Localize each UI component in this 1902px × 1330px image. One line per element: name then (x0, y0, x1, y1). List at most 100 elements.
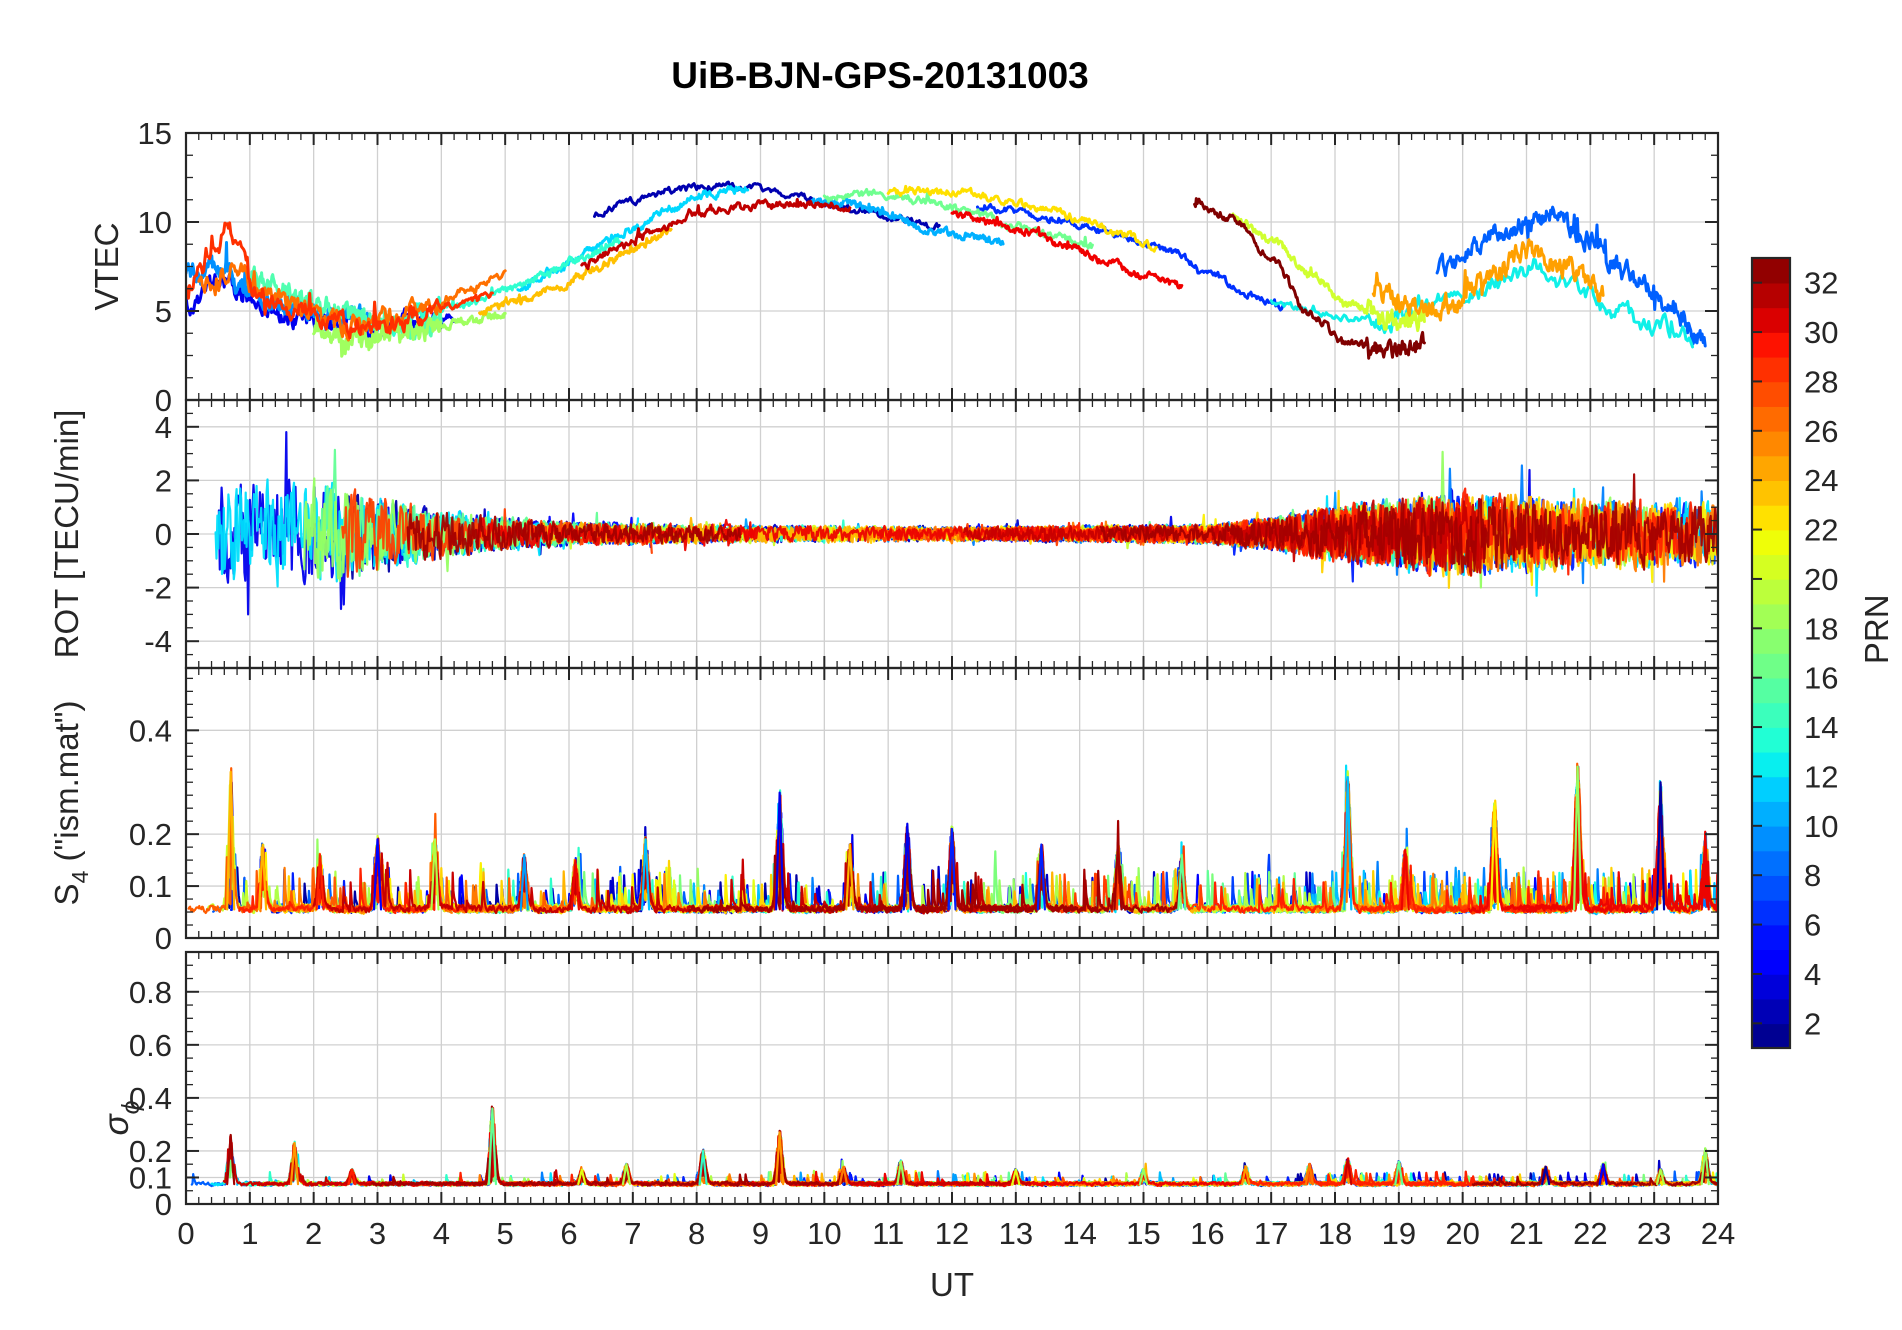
vtec-line-prn-4 (976, 203, 1286, 312)
vtec-line-prn-23 (478, 227, 673, 316)
y-ticklabel-sigmaphi: 0.8 (129, 975, 172, 1010)
grid-layer (186, 133, 1718, 1204)
vtec-line-prn-18 (312, 310, 507, 358)
x-ticklabel: 15 (1126, 1216, 1160, 1251)
colorbar-swatch (1752, 677, 1790, 704)
x-ticklabel: 9 (752, 1216, 769, 1251)
y-ticklabel-s4: 0.2 (129, 817, 172, 852)
colorbar-swatch (1752, 850, 1790, 876)
y-ticklabel-rot: -4 (144, 624, 172, 659)
rot-line-prn-32 (1099, 497, 1417, 568)
x-ticklabel: 16 (1190, 1216, 1224, 1251)
colorbar-swatch (1752, 653, 1790, 679)
ylabel-vtec: VTEC (88, 222, 125, 310)
colorbar-swatch (1752, 430, 1790, 457)
colorbar-ticklabel: 18 (1804, 611, 1838, 646)
vtec-line-prn-5 (1435, 205, 1707, 348)
colorbar-ticklabel: 20 (1804, 562, 1838, 597)
vtec-series-group (186, 180, 1707, 360)
sigmaphi-peak (1241, 1165, 1251, 1186)
colorbar-ticklabel: 16 (1804, 661, 1838, 696)
sigmaphi-peak (621, 1163, 632, 1186)
colorbar-swatch (1752, 603, 1790, 630)
x-ticklabel: 20 (1445, 1216, 1479, 1251)
ylabel-sigmaphi: σϕ (97, 1100, 145, 1135)
ylabel-group-rot: ROT [TECU/min] (48, 410, 85, 659)
axis-layer (184, 131, 1720, 1206)
colorbar-ticklabel: 32 (1804, 266, 1838, 301)
colorbar-swatch (1752, 529, 1790, 556)
colorbar-swatch (1752, 1023, 1790, 1049)
s4-line-prn-30 (1468, 786, 1718, 914)
sigmaphi-line-prn-19 (485, 1110, 823, 1188)
y-ticklabel-rot: -2 (144, 571, 172, 606)
x-ticklabel: 8 (688, 1216, 705, 1251)
colorbar-label: PRN (1858, 594, 1895, 664)
y-ticklabel-sigmaphi: 0.4 (129, 1081, 172, 1116)
x-ticklabel: 24 (1701, 1216, 1735, 1251)
x-ticklabel: 10 (807, 1216, 841, 1251)
sigmaphi-peak (577, 1168, 587, 1186)
y-ticklabel-vtec: 0 (155, 383, 172, 418)
colorbar-swatch (1752, 480, 1790, 506)
x-ticklabel: 6 (560, 1216, 577, 1251)
colorbar-swatch (1752, 875, 1790, 901)
x-ticklabel: 22 (1573, 1216, 1607, 1251)
vtec-line-prn-28 (186, 221, 494, 340)
s4-peak (902, 822, 912, 911)
x-ticklabel: 2 (305, 1216, 322, 1251)
s4-peak (775, 791, 785, 911)
x-ticklabel: 3 (369, 1216, 386, 1251)
s4-peak (570, 859, 580, 911)
colorbar-swatch (1752, 727, 1790, 753)
s4-peak (1572, 765, 1583, 911)
colorbar-ticklabel: 30 (1804, 315, 1838, 350)
colorbar-swatch (1752, 702, 1790, 728)
sigmaphi-line-prn-14 (244, 1116, 686, 1187)
colorbar-ticklabel: 22 (1804, 513, 1838, 548)
ylabel-sigma-base: σ (97, 1113, 136, 1136)
sigmaphi-peak (1598, 1163, 1608, 1186)
sigmaphi-line-prn-4 (316, 1109, 760, 1188)
colorbar-ticklabel: 10 (1804, 809, 1838, 844)
ylabel-sigma-sub: ϕ (117, 1100, 145, 1114)
colorbar-swatch (1752, 282, 1790, 309)
colorbar-swatch (1752, 578, 1790, 605)
vtec-line-prn-7 (810, 196, 1005, 246)
x-ticklabel: 0 (177, 1216, 194, 1251)
x-ticklabel: 12 (935, 1216, 969, 1251)
colorbar-swatch (1752, 825, 1790, 852)
x-ticklabel: 21 (1509, 1216, 1543, 1251)
ylabel-group-sigmaphi: σϕ (97, 1100, 145, 1135)
colorbar-ticklabel: 14 (1804, 710, 1838, 745)
ylabel-s4-sub: 4 (67, 870, 93, 883)
s4-peak (1343, 775, 1353, 911)
colorbar-swatch (1752, 258, 1790, 284)
sigmaphi-peak (1304, 1163, 1315, 1186)
s4-peak (315, 853, 325, 911)
s4-peak (372, 838, 383, 911)
data-layer (186, 180, 1718, 1188)
vtec-line-prn-16 (822, 187, 1094, 250)
sigmaphi-line-prn-20 (259, 1148, 428, 1187)
x-ticklabel: 19 (1382, 1216, 1416, 1251)
s4-peak (947, 827, 957, 911)
x-ticklabel: 11 (872, 1216, 904, 1251)
rot-line-prn-32 (406, 511, 742, 561)
colorbar-ticklabel: 24 (1804, 463, 1838, 498)
colorbar-swatch (1752, 307, 1790, 333)
sigmaphi-peak (1138, 1168, 1149, 1186)
vtec-line-prn-30 (580, 197, 852, 271)
sigmaphi-peak (487, 1107, 498, 1186)
vtec-line-prn-22 (886, 184, 1158, 253)
colorbar-ticklabel: 6 (1804, 908, 1821, 943)
s4-line-prn-31 (312, 837, 661, 915)
colorbar-ticklabel: 28 (1804, 364, 1838, 399)
sigmaphi-peak (775, 1131, 785, 1186)
colorbar-swatch (1752, 332, 1790, 358)
ylabel-s4-rest: ("ism.mat") (48, 701, 85, 871)
vtec-line-prn-24 (1371, 238, 1605, 322)
sigmaphi-line-prn-29 (1221, 1157, 1634, 1188)
colorbar-swatch (1752, 356, 1790, 383)
